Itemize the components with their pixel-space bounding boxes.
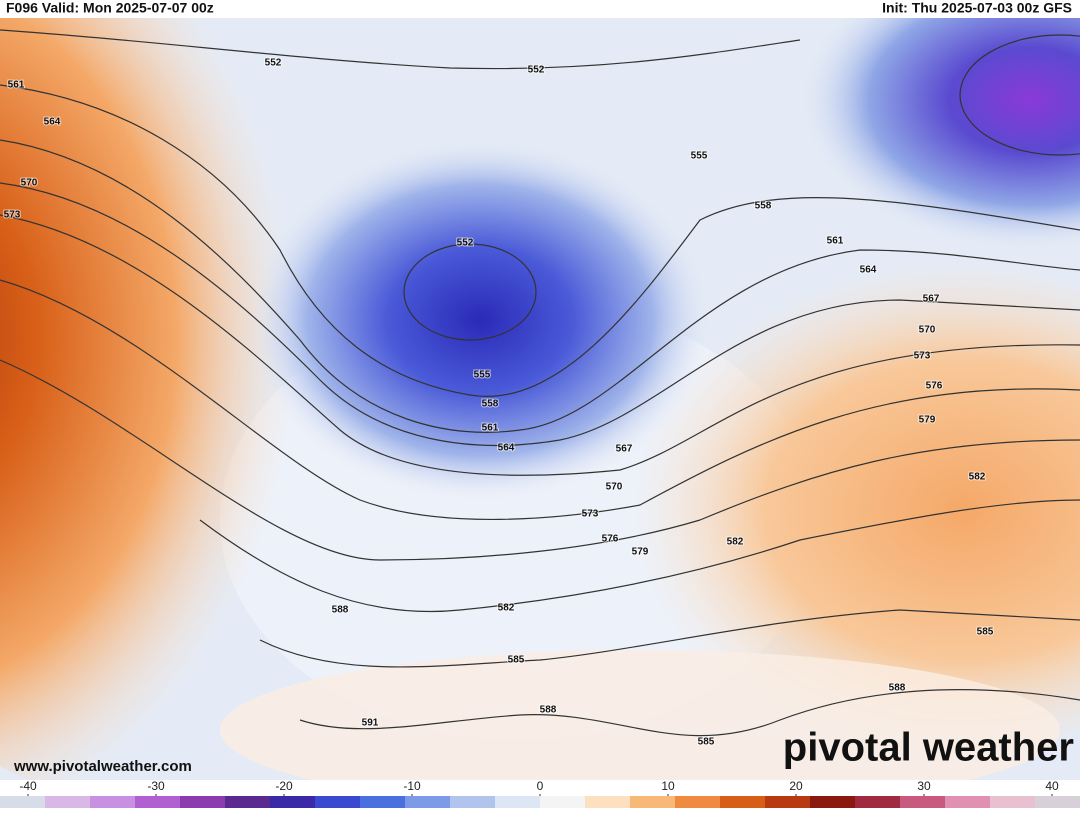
contour-label: 585 <box>698 737 715 748</box>
colorbar-tick-label: -30 <box>147 779 165 793</box>
contour-label: 555 <box>691 151 708 162</box>
contour-label: 579 <box>919 415 936 426</box>
contour-label: 579 <box>632 547 649 558</box>
field <box>220 650 1060 810</box>
valid-time: F096 Valid: Mon 2025-07-07 00z <box>6 0 214 16</box>
contour-label: 555 <box>474 370 491 381</box>
colorbar-tick-label: 10 <box>661 779 675 793</box>
contour-label: 588 <box>540 705 557 716</box>
field <box>250 140 710 500</box>
colorbar-tick-label: 40 <box>1045 779 1059 793</box>
colorbar-swatch <box>405 796 451 808</box>
watermark: www.pivotalweather.com <box>13 758 192 775</box>
colorbar-swatch <box>45 796 91 808</box>
contour-label: 558 <box>482 399 499 410</box>
contour-label: 576 <box>926 381 943 392</box>
contour-label: 591 <box>362 718 379 729</box>
contour-label: 552 <box>528 65 545 76</box>
colorbar-swatch <box>495 796 541 808</box>
colorbar-swatch <box>720 796 766 808</box>
colorbar-swatch <box>225 796 271 808</box>
colorbar-tick-label: -40 <box>19 779 37 793</box>
colorbar-tick-label: -10 <box>403 779 421 793</box>
colorbar-swatch <box>0 796 46 808</box>
contour-label: 570 <box>919 325 936 336</box>
colorbar-swatch <box>540 796 586 808</box>
contour-label: 564 <box>860 265 877 276</box>
contours <box>0 29 1080 737</box>
colorbar-swatch <box>270 796 316 808</box>
contour-label: 567 <box>616 444 633 455</box>
colorbar-swatch <box>585 796 631 808</box>
contour-label: 573 <box>4 210 21 221</box>
contour-label: 588 <box>332 605 349 616</box>
colorbar-tick-label: 30 <box>917 779 931 793</box>
colorbar-swatch <box>900 796 946 808</box>
colorbar-swatch <box>450 796 496 808</box>
header-bar <box>0 0 1080 18</box>
colorbar-swatch <box>765 796 811 808</box>
field <box>600 260 1080 760</box>
contour-label: 582 <box>498 603 515 614</box>
contour-label: 588 <box>889 683 906 694</box>
colorbar-tick-label: 20 <box>789 779 803 793</box>
colorbar-swatch <box>1035 796 1080 808</box>
contour-label: 573 <box>582 509 599 520</box>
colorbar-swatch <box>990 796 1036 808</box>
contour-label: 564 <box>44 117 61 128</box>
contour-label: 561 <box>8 80 25 91</box>
colorbar-swatch <box>945 796 991 808</box>
colorbar-swatch <box>90 796 136 808</box>
contour-label: 570 <box>606 482 623 493</box>
contour-label: 570 <box>21 178 38 189</box>
contour-label: 558 <box>755 201 772 212</box>
colorbar-swatch <box>630 796 676 808</box>
colorbar-swatch <box>135 796 181 808</box>
colorbar-swatch <box>675 796 721 808</box>
colorbar-swatch <box>855 796 901 808</box>
contour-label: 585 <box>508 655 525 666</box>
init-time: Init: Thu 2025-07-03 00z GFS <box>882 0 1072 16</box>
colorbar-tick-label: 0 <box>537 779 544 793</box>
colorbar-swatch <box>360 796 406 808</box>
contour-label: 576 <box>602 534 619 545</box>
contour-label: 573 <box>914 351 931 362</box>
contour-label: 552 <box>265 58 282 69</box>
contour-label: 552 <box>457 238 474 249</box>
contour-label: 567 <box>923 294 940 305</box>
field <box>800 0 1080 250</box>
contour-label: 585 <box>977 627 994 638</box>
contour-label: 561 <box>482 423 499 434</box>
contour-labels: 552 552 561 564 570 573 552 555 558 561 564 567 570 5… <box>3 57 995 749</box>
colorbar-swatch <box>315 796 361 808</box>
colorbar-swatch <box>810 796 856 808</box>
contour-label: 564 <box>498 443 515 454</box>
colorbar-tick-label: -20 <box>275 779 293 793</box>
colorbar: -40 -30 -20 -10 0 10 20 30 40 <box>0 779 1080 808</box>
colorbar-swatch <box>180 796 226 808</box>
contour-label: 561 <box>827 236 844 247</box>
contour-label: 582 <box>727 537 744 548</box>
contour-label: 582 <box>969 472 986 483</box>
logo: pivotal weather <box>783 726 1074 770</box>
